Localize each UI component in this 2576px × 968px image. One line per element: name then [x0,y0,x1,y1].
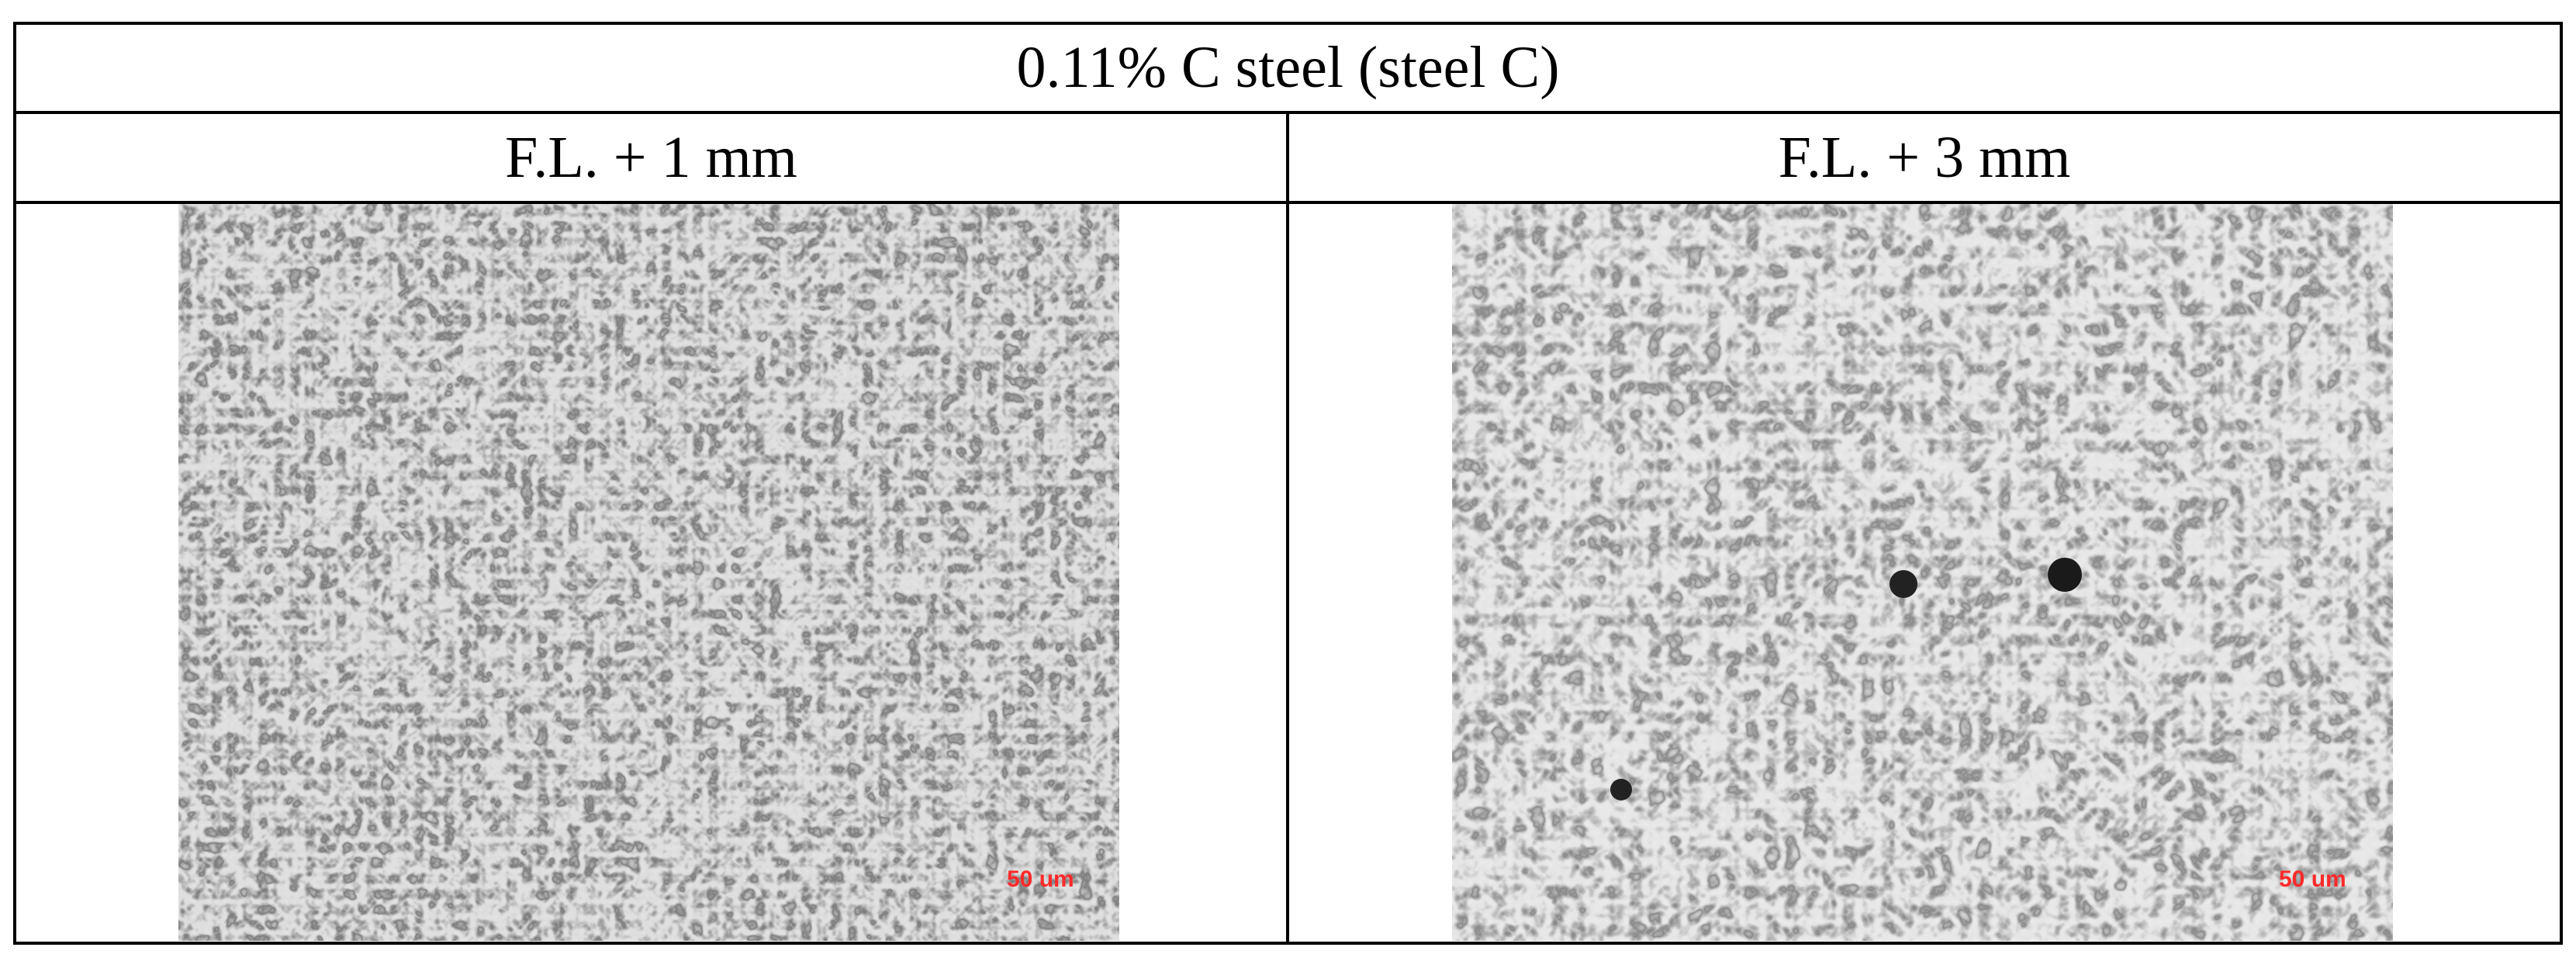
micrograph [1452,204,2393,941]
column-header: F.L. + 3 mm [1778,124,2071,190]
column-divider [1286,112,1289,945]
micrograph [178,204,1119,941]
inclusion [1890,570,1917,598]
inclusion [2048,558,2082,592]
micrograph-texture [1452,204,2393,941]
scale-bar-label: 50 um [2279,866,2346,892]
table-title: 0.11% C steel (steel C) [1016,35,1560,100]
column-header: F.L. + 1 mm [505,124,797,190]
micrograph-texture [178,204,1119,941]
scale-bar-label: 50 um [1007,866,1074,892]
inclusion [1610,779,1632,800]
